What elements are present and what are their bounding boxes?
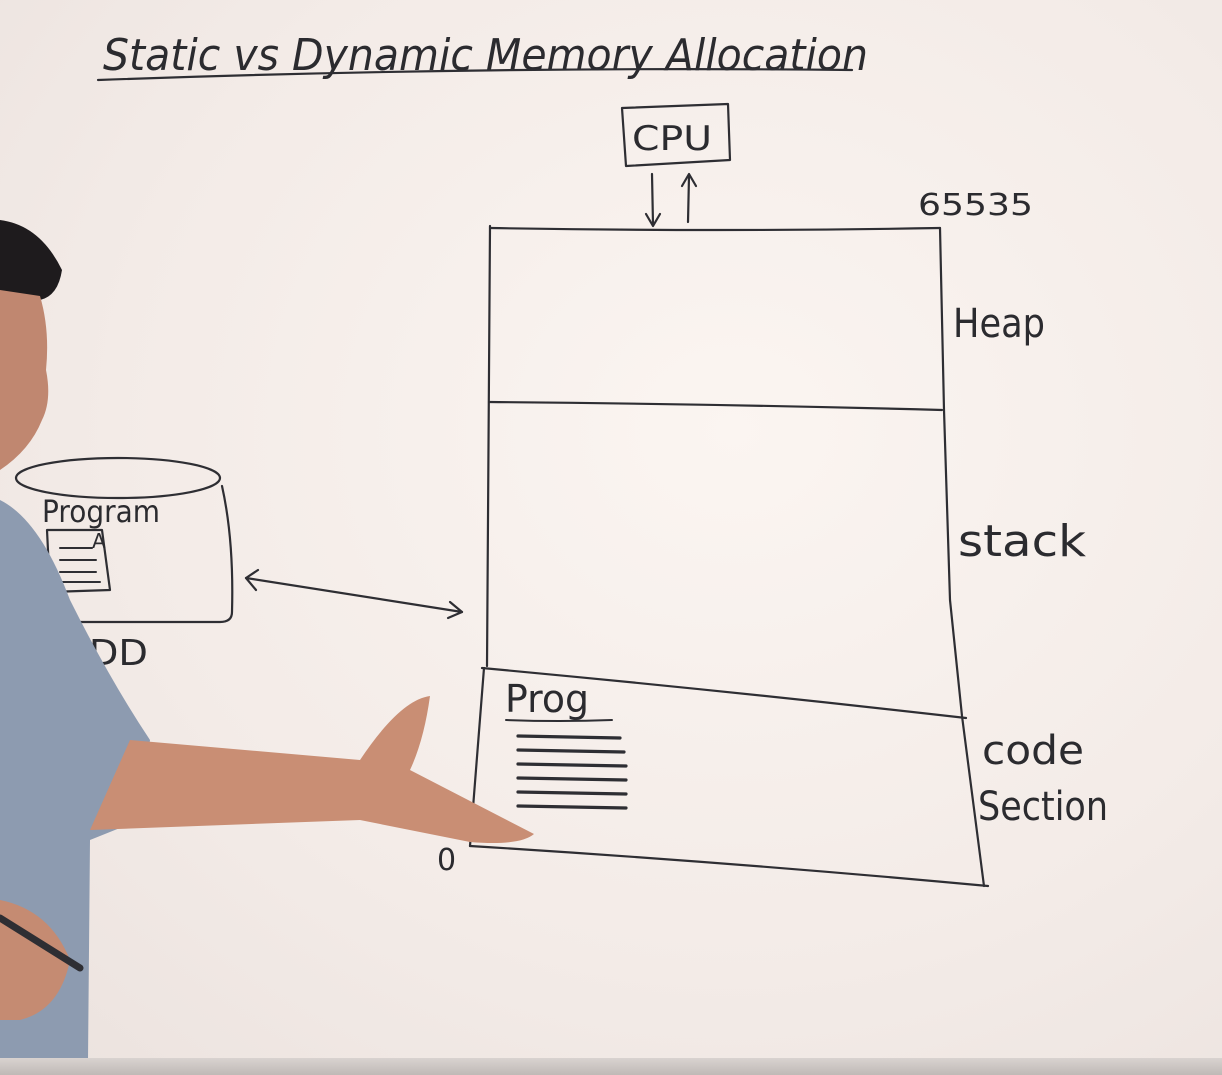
cpu-label: CPU (632, 119, 712, 159)
marker-pen (0, 914, 84, 972)
hdd-memory-arrow (244, 568, 464, 620)
bottom-address-label: 0 (437, 843, 456, 878)
presenter-arm (90, 696, 534, 843)
code-program-lines (505, 719, 628, 810)
whiteboard-tray (0, 1058, 1222, 1075)
cpu-memory-arrows (644, 172, 698, 228)
top-address-label: 65535 (918, 188, 1033, 223)
document-mark: A (92, 529, 106, 553)
presenter (0, 220, 534, 1060)
presenter-hair (0, 220, 62, 300)
code-program-label: Prog (505, 677, 589, 721)
presenter-face (0, 290, 49, 470)
code-label: code (982, 728, 1084, 774)
title-underline (96, 68, 854, 82)
stack-label: stack (958, 516, 1087, 567)
section-label: Section (978, 784, 1108, 830)
main-memory-block (468, 224, 990, 888)
title: Static vs Dynamic Memory Allocation (103, 30, 868, 81)
heap-label: Heap (953, 301, 1045, 347)
hdd-program-label: Program (42, 495, 160, 530)
cpu-box: CPU (620, 102, 732, 168)
